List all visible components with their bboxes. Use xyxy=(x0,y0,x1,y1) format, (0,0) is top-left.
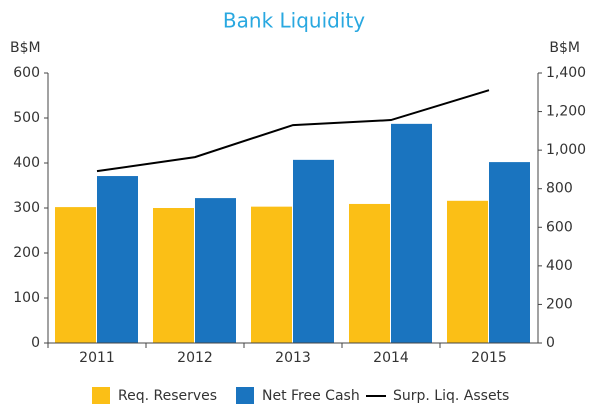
y-tick-label: 200 xyxy=(13,245,40,261)
x-tick-label: 2013 xyxy=(275,350,311,366)
y2-tick-label: 1,000 xyxy=(546,142,586,158)
bar xyxy=(391,123,432,343)
y-tick-label: 500 xyxy=(13,110,40,126)
legend-swatch xyxy=(236,387,254,404)
y2-tick-label: 400 xyxy=(546,258,573,274)
y-tick-label: 0 xyxy=(31,335,40,351)
chart-title: Bank Liquidity xyxy=(223,9,365,33)
y-tick-label: 300 xyxy=(13,200,40,216)
y-tick-label: 100 xyxy=(13,290,40,306)
legend-swatch xyxy=(92,387,110,404)
bar xyxy=(97,176,138,343)
y-tick-label: 400 xyxy=(13,155,40,171)
y2-tick-label: 200 xyxy=(546,296,573,312)
bar xyxy=(251,206,292,343)
y2-tick-label: 0 xyxy=(546,335,555,351)
y2-tick-label: 800 xyxy=(546,181,573,197)
bar xyxy=(153,208,194,343)
y-axis-label: B$M xyxy=(10,40,41,56)
bar xyxy=(55,207,96,343)
bar xyxy=(489,162,530,343)
y2-tick-label: 1,400 xyxy=(546,65,586,81)
bar xyxy=(293,159,334,343)
x-tick-label: 2012 xyxy=(177,350,213,366)
line xyxy=(96,89,490,173)
x-tick-label: 2015 xyxy=(471,350,507,366)
x-tick-label: 2014 xyxy=(373,350,409,366)
legend-label: Req. Reserves xyxy=(118,388,217,404)
legend-label: Net Free Cash xyxy=(262,388,360,404)
bar xyxy=(447,200,488,343)
y2-tick-label: 600 xyxy=(546,219,573,235)
bar xyxy=(195,198,236,343)
legend-label: Surp. Liq. Assets xyxy=(393,388,509,404)
y2-tick-label: 1,200 xyxy=(546,104,586,120)
bar xyxy=(349,203,390,343)
y-tick-label: 600 xyxy=(13,65,40,81)
x-tick-label: 2011 xyxy=(79,350,115,366)
y2-axis-label: B$M xyxy=(549,40,580,56)
